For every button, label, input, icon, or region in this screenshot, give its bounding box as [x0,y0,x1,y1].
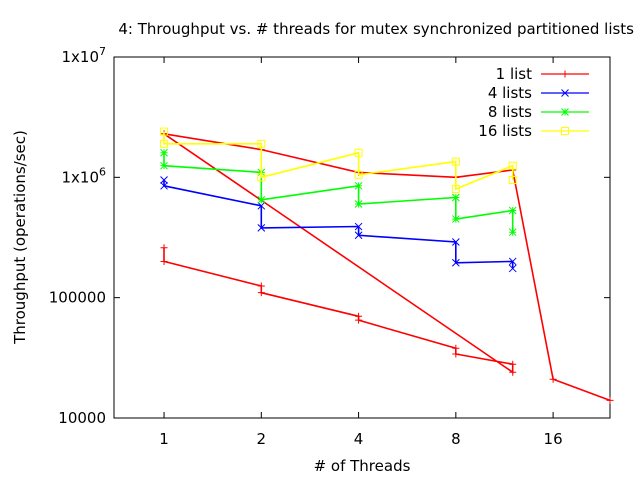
x-tick-label: 4 [354,430,364,448]
series-line [163,133,611,402]
data-point [561,89,569,97]
data-point [257,282,265,290]
data-point [257,139,266,148]
x-axis: 1 2 4 8 16 [159,57,563,448]
data-point [451,193,460,202]
data-point [451,215,460,223]
plot-area [160,127,614,404]
y-tick-label-exponent: 7 [99,45,106,58]
data-point [451,157,460,166]
legend-label: 4 lists [488,84,532,102]
data-point [354,170,363,179]
y-tick-label: 10000 [58,409,106,427]
data-point [561,108,569,116]
y-tick-label-exponent: 6 [99,165,106,178]
series-line [163,152,514,233]
data-point [257,173,266,182]
data-point [160,139,169,148]
data-point [452,350,460,358]
data-point [561,70,569,78]
data-point [549,375,557,383]
data-point [508,228,517,237]
series-16-lists [160,127,517,193]
data-point [508,176,517,185]
y-tick-label: 100000 [49,289,106,307]
data-point [354,200,363,208]
data-point [160,127,169,136]
series-line [163,180,514,269]
y-tick-label-base: 10000 [58,409,106,427]
data-point [354,181,363,190]
plot-frame [113,56,611,419]
series-8-lists [160,148,517,237]
data-point [354,148,363,157]
y-tick-label: 1x106 [61,165,106,186]
data-point [257,195,266,204]
series-1-list [160,130,614,404]
data-point [160,148,168,157]
y-tick-label-base: 1x10 [61,48,99,66]
data-point [508,264,517,273]
y-axis-label: Throughput (operations/sec) [11,130,29,345]
data-point [160,161,168,170]
data-point [257,289,265,297]
series-line [163,131,514,191]
data-point [508,257,517,266]
y-tick-label: 1x107 [61,45,106,66]
data-point [508,206,517,215]
data-point [257,224,266,232]
data-point [451,238,460,246]
legend-label: 8 lists [488,103,532,121]
y-tick-label-base: 100000 [49,289,106,307]
legend-label: 16 lists [478,122,532,140]
data-point [354,231,363,240]
data-point [451,184,460,193]
x-axis-label: # of Threads [314,457,411,475]
data-point [257,201,266,210]
x-tick-label: 1 [159,430,169,448]
data-point [451,258,460,267]
data-point [561,127,569,135]
x-tick-label: 8 [451,430,461,448]
data-point [354,222,363,231]
data-point [355,316,363,324]
x-tick-label: 2 [257,430,267,448]
data-point [606,396,614,404]
data-point [509,360,517,368]
legend-label: 1 list [496,65,532,83]
data-point [160,176,168,184]
data-point [509,368,517,376]
series-4-lists [160,176,517,273]
y-tick-label-base: 1x10 [61,168,99,186]
data-point [160,257,168,265]
data-point [160,244,168,252]
data-point [160,181,168,190]
chart-title: 4: Throughput vs. # threads for mutex sy… [118,20,634,38]
x-tick-label: 16 [544,430,563,448]
data-point [508,161,517,170]
